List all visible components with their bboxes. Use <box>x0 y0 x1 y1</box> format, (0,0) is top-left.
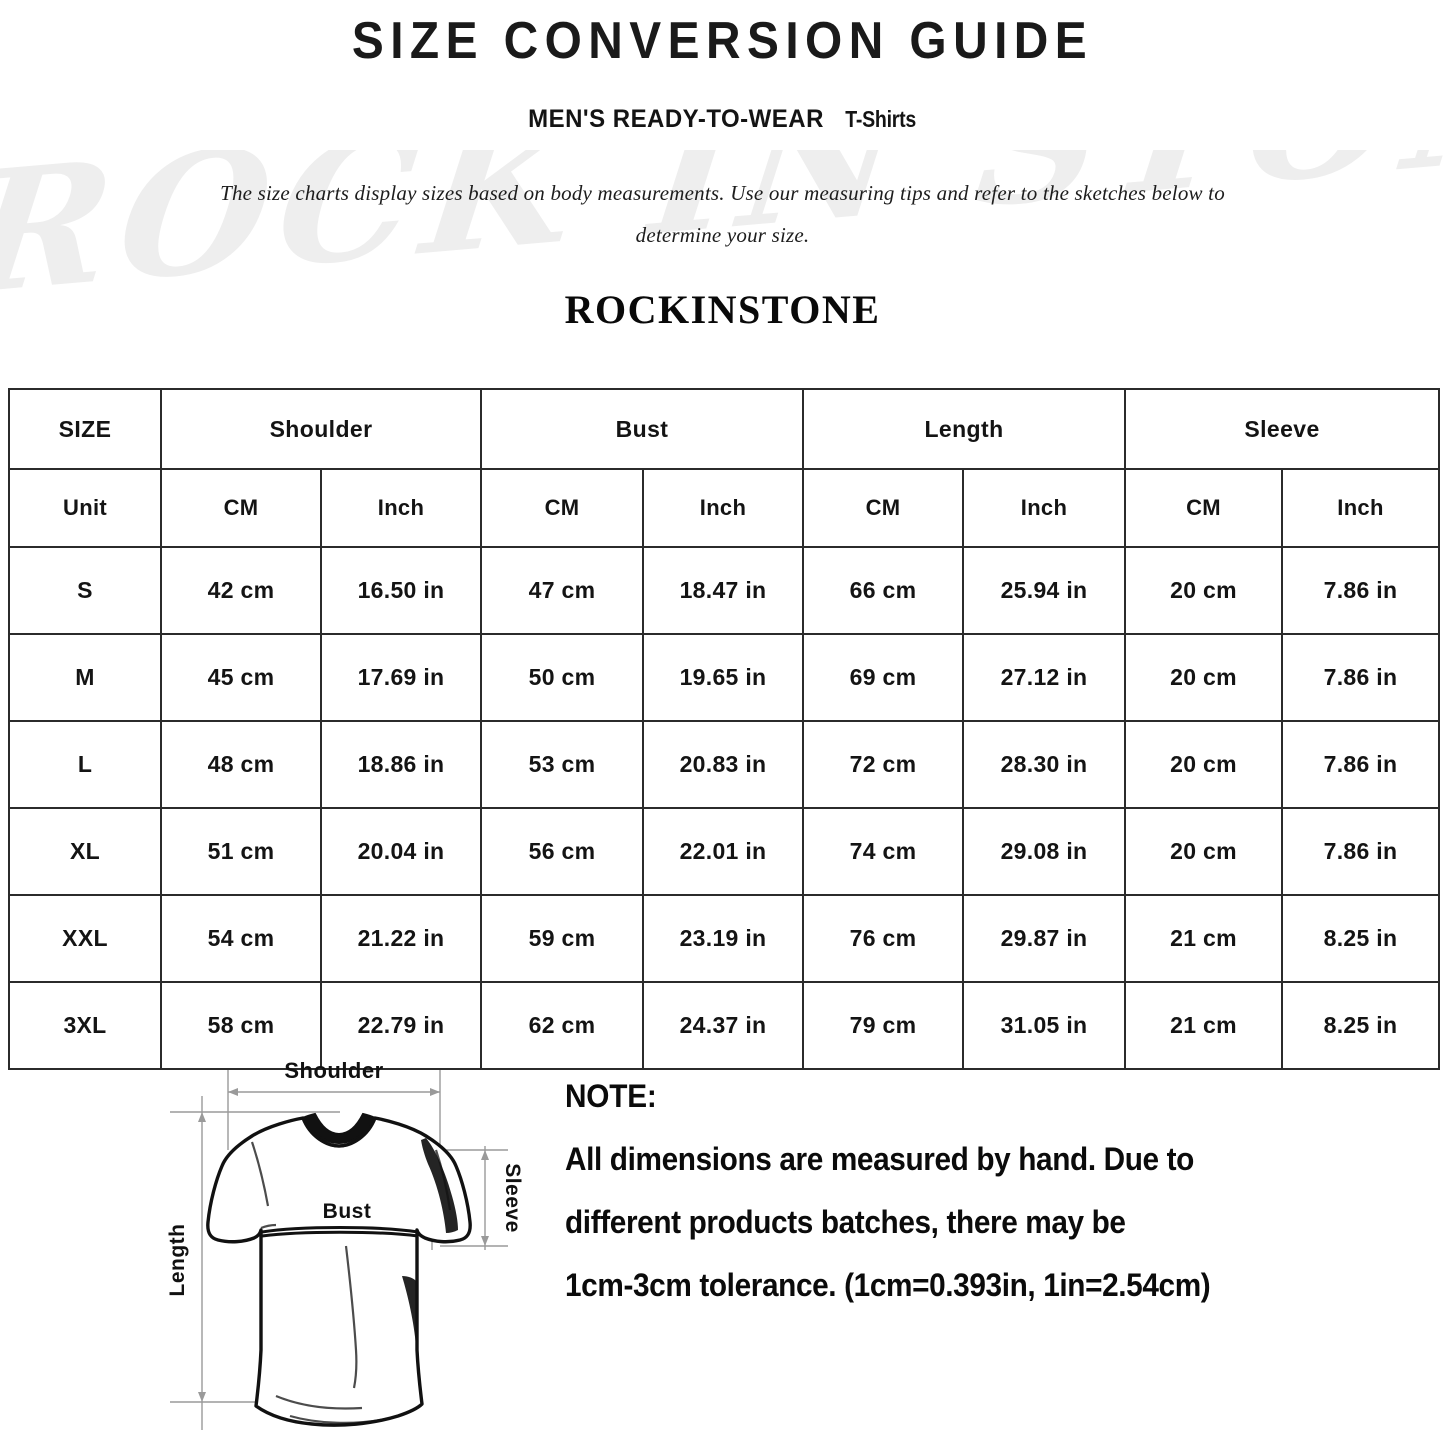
cell-bust-inch: 20.83 in <box>642 720 804 809</box>
unit-length-cm: CM <box>802 468 964 548</box>
cell-bust-cm: 59 cm <box>480 894 644 983</box>
subtitle-product: T-Shirts <box>845 105 917 132</box>
cell-sleeve-inch: 7.86 in <box>1281 807 1440 896</box>
cell-bust-inch: 23.19 in <box>642 894 804 983</box>
cell-sleeve-cm: 20 cm <box>1124 807 1283 896</box>
cell-sleeve-inch: 7.86 in <box>1281 546 1440 635</box>
cell-shoulder-inch: 21.22 in <box>320 894 482 983</box>
table-row: L 48 cm 18.86 in 53 cm 20.83 in 72 cm 28… <box>8 720 1440 809</box>
note-line-2: different products batches, there may be <box>565 1204 1126 1240</box>
cell-shoulder-inch: 20.04 in <box>320 807 482 896</box>
cell-length-inch: 28.30 in <box>962 720 1126 809</box>
cell-shoulder-inch: 17.69 in <box>320 633 482 722</box>
cell-shoulder-cm: 42 cm <box>160 546 322 635</box>
table-row: S 42 cm 16.50 in 47 cm 18.47 in 66 cm 25… <box>8 546 1440 635</box>
unit-sleeve-cm: CM <box>1124 468 1283 548</box>
cell-length-inch: 25.94 in <box>962 546 1126 635</box>
diagram-label-shoulder: Shoulder <box>284 1058 383 1083</box>
header-group-length: Length <box>802 388 1126 470</box>
header: SIZE CONVERSION GUIDE MEN'S READY-TO-WEA… <box>0 0 1445 333</box>
cell-length-inch: 29.08 in <box>962 807 1126 896</box>
cell-length-cm: 69 cm <box>802 633 964 722</box>
note-block: NOTE: All dimensions are measured by han… <box>565 1078 1405 1304</box>
row-size-label: XL <box>8 807 162 896</box>
page-title: SIZE CONVERSION GUIDE <box>351 12 1094 70</box>
tshirt-measurement-diagram: Shoulder Bust Sleeve Length <box>140 1050 530 1445</box>
cell-length-inch: 29.87 in <box>962 894 1126 983</box>
cell-shoulder-cm: 45 cm <box>160 633 322 722</box>
subtitle-category: MEN'S READY-TO-WEAR <box>528 104 825 133</box>
brand-name: ROCKINSTONE <box>564 286 881 332</box>
cell-length-inch: 31.05 in <box>962 981 1126 1070</box>
size-table-container: SIZE Shoulder Bust Length Sleeve Unit CM… <box>8 388 1440 1070</box>
cell-shoulder-inch: 18.86 in <box>320 720 482 809</box>
table-row: XL 51 cm 20.04 in 56 cm 22.01 in 74 cm 2… <box>8 807 1440 896</box>
bottom-section: Shoulder Bust Sleeve Length NOTE: All di… <box>0 1040 1445 1445</box>
cell-bust-inch: 18.47 in <box>642 546 804 635</box>
table-row: 3XL 58 cm 22.79 in 62 cm 24.37 in 79 cm … <box>8 981 1440 1070</box>
cell-sleeve-inch: 7.86 in <box>1281 633 1440 722</box>
cell-length-inch: 27.12 in <box>962 633 1126 722</box>
cell-shoulder-cm: 54 cm <box>160 894 322 983</box>
unit-length-inch: Inch <box>962 468 1126 548</box>
cell-length-cm: 72 cm <box>802 720 964 809</box>
diagram-label-bust: Bust <box>323 1200 372 1223</box>
cell-sleeve-inch: 8.25 in <box>1281 981 1440 1070</box>
cell-length-cm: 76 cm <box>802 894 964 983</box>
table-group-header-row: SIZE Shoulder Bust Length Sleeve <box>8 388 1440 470</box>
cell-sleeve-cm: 20 cm <box>1124 546 1283 635</box>
unit-sleeve-inch: Inch <box>1281 468 1440 548</box>
cell-bust-inch: 22.01 in <box>642 807 804 896</box>
cell-bust-inch: 24.37 in <box>642 981 804 1070</box>
cell-bust-cm: 62 cm <box>480 981 644 1070</box>
cell-shoulder-cm: 48 cm <box>160 720 322 809</box>
row-size-label: L <box>8 720 162 809</box>
cell-sleeve-cm: 20 cm <box>1124 720 1283 809</box>
table-row: M 45 cm 17.69 in 50 cm 19.65 in 69 cm 27… <box>8 633 1440 722</box>
diagram-label-length: Length <box>166 1224 189 1297</box>
diagram-label-sleeve: Sleeve <box>501 1163 524 1233</box>
cell-length-cm: 79 cm <box>802 981 964 1070</box>
cell-sleeve-cm: 21 cm <box>1124 981 1283 1070</box>
cell-shoulder-inch: 16.50 in <box>320 546 482 635</box>
unit-shoulder-cm: CM <box>160 468 322 548</box>
cell-length-cm: 74 cm <box>802 807 964 896</box>
subtitle-row: MEN'S READY-TO-WEAR T-Shirts <box>0 104 1445 133</box>
table-row: XXL 54 cm 21.22 in 59 cm 23.19 in 76 cm … <box>8 894 1440 983</box>
size-conversion-table: SIZE Shoulder Bust Length Sleeve Unit CM… <box>8 388 1440 1070</box>
header-group-bust: Bust <box>480 388 804 470</box>
cell-sleeve-cm: 20 cm <box>1124 633 1283 722</box>
cell-bust-cm: 47 cm <box>480 546 644 635</box>
note-title: NOTE: <box>565 1078 657 1114</box>
cell-shoulder-cm: 51 cm <box>160 807 322 896</box>
header-group-sleeve: Sleeve <box>1124 388 1440 470</box>
cell-shoulder-cm: 58 cm <box>160 981 322 1070</box>
table-unit-row: Unit CM Inch CM Inch CM Inch CM Inch <box>8 468 1440 548</box>
note-line-3: 1cm-3cm tolerance. (1cm=0.393in, 1in=2.5… <box>565 1267 1211 1303</box>
row-size-label: S <box>8 546 162 635</box>
header-unit: Unit <box>8 468 162 548</box>
cell-bust-cm: 53 cm <box>480 720 644 809</box>
cell-sleeve-cm: 21 cm <box>1124 894 1283 983</box>
unit-bust-inch: Inch <box>642 468 804 548</box>
unit-shoulder-inch: Inch <box>320 468 482 548</box>
note-line-1: All dimensions are measured by hand. Due… <box>565 1141 1194 1177</box>
cell-length-cm: 66 cm <box>802 546 964 635</box>
cell-sleeve-inch: 7.86 in <box>1281 720 1440 809</box>
unit-bust-cm: CM <box>480 468 644 548</box>
row-size-label: M <box>8 633 162 722</box>
row-size-label: 3XL <box>8 981 162 1070</box>
row-size-label: XXL <box>8 894 162 983</box>
cell-bust-cm: 50 cm <box>480 633 644 722</box>
header-size: SIZE <box>8 388 162 470</box>
description-text: The size charts display sizes based on b… <box>220 180 1225 247</box>
header-group-shoulder: Shoulder <box>160 388 482 470</box>
cell-bust-inch: 19.65 in <box>642 633 804 722</box>
cell-sleeve-inch: 8.25 in <box>1281 894 1440 983</box>
cell-shoulder-inch: 22.79 in <box>320 981 482 1070</box>
cell-bust-cm: 56 cm <box>480 807 644 896</box>
